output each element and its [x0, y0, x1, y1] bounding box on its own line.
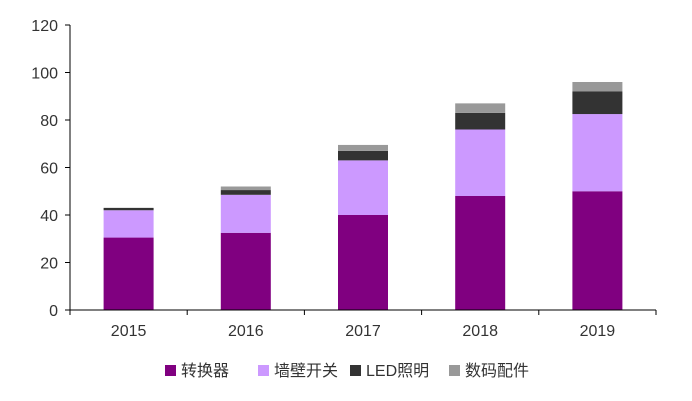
legend-swatch-0: [165, 365, 176, 376]
bar-2018-series-1: [455, 129, 506, 196]
bars-group: [103, 82, 623, 310]
bar-2017-series-0: [338, 215, 388, 310]
legend-label-3: 数码配件: [465, 362, 529, 380]
legend-swatch-3: [449, 365, 460, 376]
y-tick-label: 100: [31, 66, 58, 83]
y-tick-label: 60: [40, 161, 58, 178]
bar-2016-series-3: [220, 186, 271, 191]
legend-label-0: 转换器: [181, 362, 229, 380]
legend-swatch-2: [350, 365, 361, 376]
bar-2019-series-3: [572, 82, 623, 92]
bar-2019-series-2: [572, 91, 623, 115]
y-tick-label: 80: [40, 113, 58, 130]
legend-label-1: 墙壁开关: [274, 361, 338, 380]
bar-2016-series-1: [220, 194, 271, 233]
bar-2017-series-1: [338, 160, 388, 215]
bar-2018-series-0: [455, 196, 506, 310]
bar-2016-series-0: [220, 232, 271, 310]
axes-group: 0 20 40 60 80 100 120 2015 2016 2017 2018 2019: [31, 18, 657, 340]
y-tick-label: 0: [49, 303, 58, 320]
legend-swatch-1: [258, 365, 269, 376]
bar-2018-series-2: [455, 112, 506, 130]
x-tick-label: 2018: [462, 323, 498, 340]
bar-2017-series-3: [338, 144, 388, 151]
x-tick-label: 2015: [111, 323, 147, 340]
bar-2019-series-1: [572, 114, 623, 192]
bar-2015-series-0: [103, 237, 154, 310]
bar-2018-series-3: [455, 103, 506, 113]
x-tick-label: 2016: [228, 323, 264, 340]
bar-2015-series-1: [103, 210, 154, 238]
legend-label-2: LED照明: [366, 362, 429, 380]
legend: 转换器 墙壁开关 LED照明 数码配件: [165, 361, 529, 380]
x-tick-label: 2017: [345, 323, 381, 340]
y-tick-label: 20: [40, 256, 58, 273]
x-tick-label: 2019: [580, 323, 616, 340]
bar-2019-series-0: [572, 191, 623, 310]
bar-2016-series-2: [220, 190, 271, 195]
y-tick-label: 40: [40, 208, 58, 225]
bar-2015-series-2: [103, 207, 154, 211]
bar-2017-series-2: [338, 150, 388, 161]
y-tick-label: 120: [31, 18, 58, 35]
